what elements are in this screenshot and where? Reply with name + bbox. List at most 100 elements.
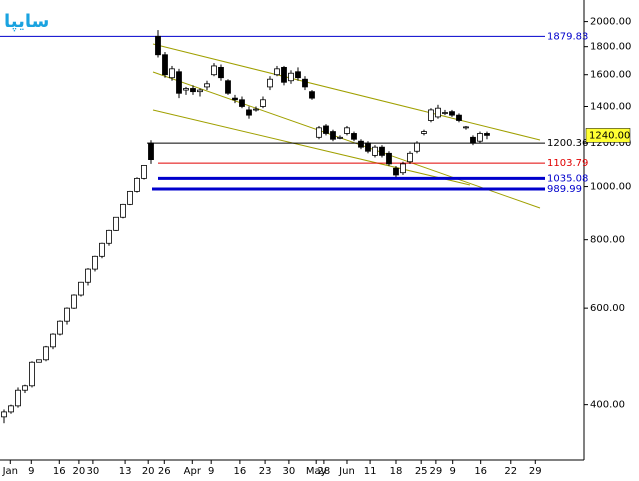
- x-tick-label: 11: [364, 466, 377, 477]
- candle-body: [148, 142, 154, 160]
- candle-body: [253, 108, 259, 111]
- y-tick-label: 1200.00: [590, 138, 631, 149]
- x-tick-label: May: [306, 466, 327, 477]
- level-label-bg: [545, 137, 583, 150]
- candle-body: [337, 136, 343, 139]
- candle-body: [330, 131, 336, 140]
- x-tick-label: 16: [474, 466, 487, 477]
- candle-body: [113, 216, 119, 231]
- y-tick-label: 400.00: [590, 400, 625, 411]
- level-label-bg: [545, 182, 583, 195]
- candle-body: [50, 333, 56, 348]
- level-label-bg: [545, 30, 583, 43]
- candle-body: [176, 71, 182, 94]
- candle-body: [407, 152, 413, 163]
- candle-body: [435, 107, 441, 118]
- candle-body: [477, 133, 483, 142]
- candle-body: [15, 389, 21, 407]
- candle-body: [225, 80, 231, 94]
- y-tick-label: 1400.00: [590, 101, 631, 112]
- candle-body: [400, 163, 406, 174]
- candle-body: [134, 177, 140, 192]
- candle-body: [190, 88, 196, 93]
- candle-body: [169, 68, 175, 79]
- x-tick-label: 16: [53, 466, 66, 477]
- candle-body: [85, 268, 91, 283]
- x-tick-label: 26: [158, 466, 171, 477]
- candle-body: [358, 140, 364, 148]
- x-tick-label: Jan: [2, 466, 18, 477]
- x-tick-label: 9: [449, 466, 455, 477]
- candle-body: [386, 152, 392, 165]
- candle-body: [106, 229, 112, 244]
- candle-body: [8, 405, 14, 413]
- candle-body: [393, 167, 399, 176]
- candle-body: [239, 99, 245, 107]
- candle-body: [442, 112, 448, 114]
- x-tick-label: Apr: [184, 466, 202, 477]
- candle-body: [36, 359, 42, 363]
- x-tick-label: 29: [430, 466, 443, 477]
- candle-body: [22, 385, 28, 391]
- candle-body: [351, 133, 357, 140]
- candle-body: [232, 97, 238, 101]
- x-tick-label: 9: [28, 466, 34, 477]
- candle-body: [1, 411, 7, 418]
- candle-body: [218, 66, 224, 79]
- candle-body: [99, 242, 105, 257]
- candle-body: [309, 91, 315, 99]
- candle-body: [414, 142, 420, 152]
- candle-body: [295, 71, 301, 79]
- candle-body: [29, 361, 35, 387]
- candle-body: [64, 307, 70, 322]
- candle-body: [204, 83, 210, 88]
- x-tick-label: 20: [142, 466, 155, 477]
- trend-line: [152, 43, 541, 141]
- candle-body: [120, 203, 126, 218]
- candle-body: [449, 111, 455, 116]
- level-label-bg: [545, 157, 583, 170]
- candle-body: [71, 294, 77, 309]
- candle-body: [267, 78, 273, 88]
- chart-title: سايپا: [4, 11, 49, 32]
- y-tick-label: 1800.00: [590, 42, 631, 53]
- y-tick-label: 1600.00: [590, 70, 631, 81]
- candle-body: [141, 165, 147, 179]
- trend-line: [152, 109, 471, 186]
- candle-body: [484, 133, 490, 136]
- candle-body: [183, 88, 189, 91]
- candle-body: [463, 126, 469, 129]
- candle-body: [211, 65, 217, 76]
- candle-body: [456, 114, 462, 121]
- candle-body: [302, 78, 308, 88]
- x-tick-label: 29: [529, 466, 542, 477]
- candle-body: [197, 89, 203, 93]
- candle-body: [43, 346, 49, 361]
- level-label: 1035.08: [547, 173, 588, 184]
- x-tick-label: 30: [283, 466, 296, 477]
- candle-body: [162, 54, 168, 76]
- candle-body: [78, 281, 84, 296]
- x-tick-label: 18: [390, 466, 403, 477]
- y-tick-label: 600.00: [590, 303, 625, 314]
- x-tick-label: 30: [87, 466, 100, 477]
- x-tick-label: Jun: [338, 466, 355, 477]
- candle-body: [372, 146, 378, 156]
- candle-body: [246, 109, 252, 116]
- y-tick-label: 1000.00: [590, 182, 631, 193]
- last-price-box: [585, 128, 631, 143]
- trend-line: [152, 71, 541, 209]
- x-tick-label: 22: [504, 466, 517, 477]
- y-tick-label: 2000.00: [590, 17, 631, 28]
- candle-body: [260, 99, 266, 107]
- candle-body: [155, 35, 161, 56]
- candle-body: [127, 190, 133, 205]
- y-tick-label: 800.00: [590, 235, 625, 246]
- level-label: 1200.36: [547, 138, 588, 149]
- candle-body: [281, 66, 287, 83]
- level-label: 1103.79: [547, 158, 588, 169]
- level-label: 1879.83: [547, 31, 588, 42]
- candle-body: [421, 131, 427, 134]
